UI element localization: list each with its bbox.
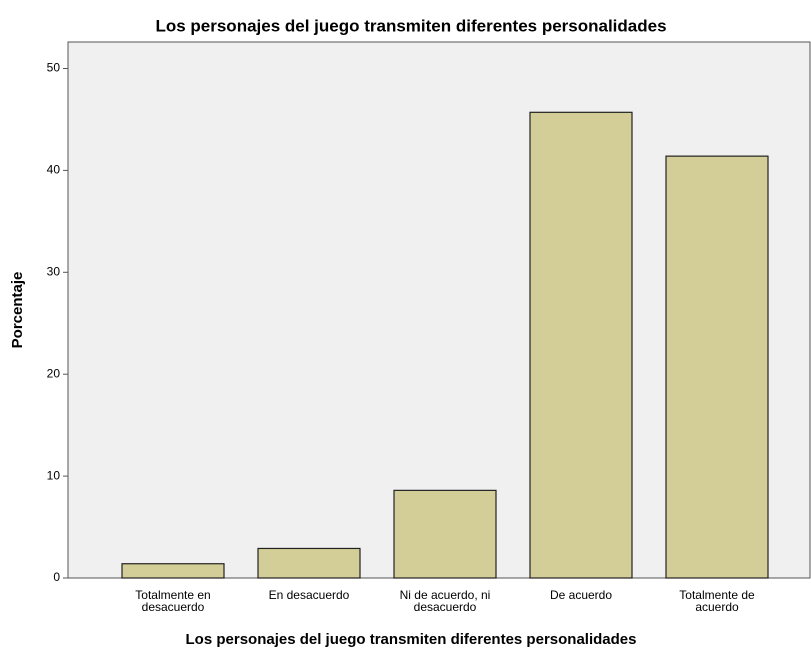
y-tick-label: 10 [47,468,61,482]
x-tick-label: En desacuerdo [269,588,350,602]
x-tick-label: Totalmente de acuerdo [679,588,755,614]
bar [257,547,361,579]
bar [393,489,497,579]
x-axis-title: Los personajes del juego transmiten dife… [186,631,637,648]
x-tick-label: De acuerdo [550,588,612,602]
y-tick-label: 50 [47,61,61,75]
bar [665,155,769,579]
x-tick-label: Totalmente en desacuerdo [135,588,210,614]
bar [121,563,225,579]
chart-title: Los personajes del juego transmiten dife… [155,16,666,35]
y-tick-label: 20 [47,366,61,380]
y-tick-label: 30 [47,264,61,278]
y-axis-title: Porcentaje [9,272,26,349]
bar [529,111,633,579]
y-tick-label: 40 [47,163,61,177]
x-tick-label: Ni de acuerdo, ni desacuerdo [400,588,491,614]
y-tick-label: 0 [53,570,60,584]
